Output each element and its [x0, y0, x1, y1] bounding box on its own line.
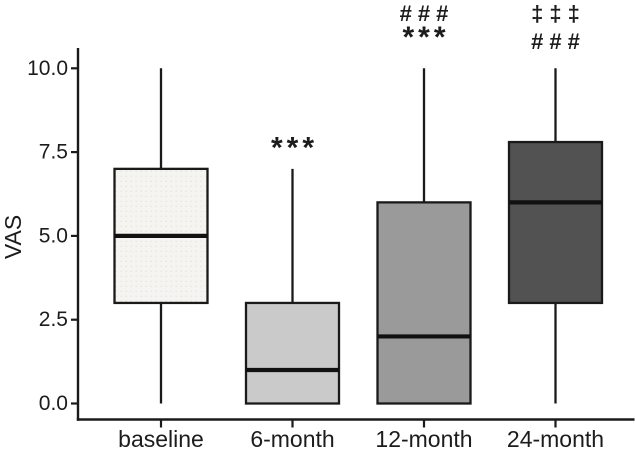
iqr-box [244, 301, 341, 405]
axes-layer [71, 48, 635, 428]
significance-annotation: ### [400, 1, 455, 26]
labels-layer: 0.0 2.5 5.0 7.5 10.0 baseline 6-month 12-month 2… [0, 57, 604, 451]
iqr-box [507, 140, 604, 305]
x-axis-label-24-month: 24-month [507, 426, 604, 451]
y-tick-label: 2.5 [39, 308, 68, 331]
y-tick-label: 0.0 [39, 392, 68, 415]
annotations-layer: ***###***‡‡‡### [271, 1, 586, 165]
x-axis-label-baseline: baseline [118, 426, 204, 451]
y-tick-label: 5.0 [39, 224, 68, 247]
y-tick-label: 10.0 [27, 57, 68, 80]
boxplot-24-month [507, 68, 604, 404]
x-axis-label-6-month: 6-month [250, 426, 334, 451]
boxplot-12-month [376, 68, 472, 405]
y-axis-title: VAS [0, 215, 26, 259]
boxplot-baseline [113, 68, 209, 404]
significance-annotation: ‡‡‡ [531, 1, 586, 26]
significance-annotation: ### [531, 29, 586, 54]
iqr-box [376, 201, 472, 405]
significance-annotation: *** [402, 21, 449, 54]
boxplot-6-month [244, 168, 341, 405]
y-tick-label: 7.5 [39, 141, 68, 164]
boxes-layer [113, 68, 604, 405]
x-axis-label-12-month: 12-month [375, 426, 472, 451]
significance-annotation: *** [271, 131, 318, 164]
